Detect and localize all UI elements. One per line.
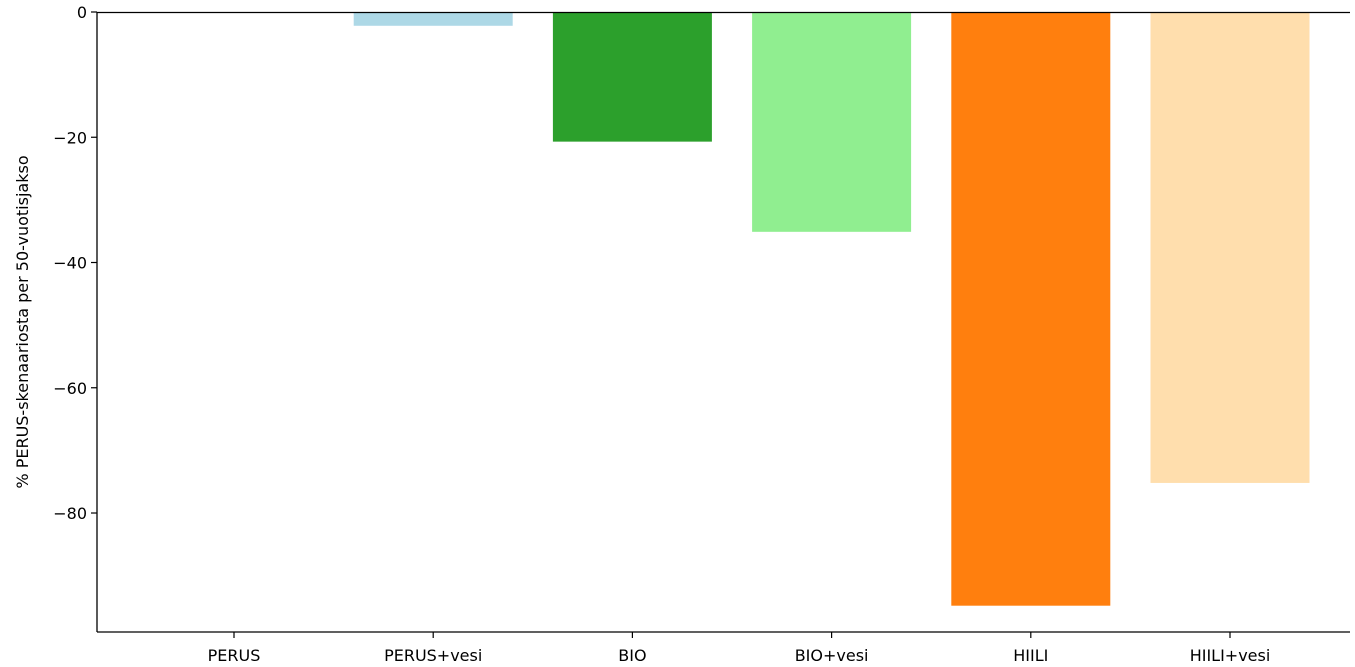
bar-bio	[552, 12, 712, 142]
bars-group	[353, 12, 1310, 606]
bar-bio-vesi	[752, 12, 912, 232]
bar-perus-vesi	[353, 12, 513, 26]
x-tick-label: BIO	[618, 646, 646, 665]
x-tick-label: PERUS+vesi	[384, 646, 482, 665]
axes-group	[96, 11, 1350, 633]
x-tick-label: PERUS	[208, 646, 261, 665]
y-tick-label: 0	[77, 3, 87, 22]
y-tick-label: −40	[53, 254, 87, 273]
bar-hiili-vesi	[1150, 12, 1310, 483]
bar-hiili	[951, 12, 1111, 606]
y-tick-label: −60	[53, 379, 87, 398]
x-tick-label: HIILI	[1013, 646, 1048, 665]
y-tick-label: −20	[53, 128, 87, 147]
y-ticks-group: 0 −20 −40 −60 −80	[53, 3, 97, 523]
x-tick-label: HIILI+vesi	[1190, 646, 1271, 665]
x-ticks-group: PERUS PERUS+vesi BIO BIO+vesi HIILI HIILI+ves…	[208, 632, 1271, 665]
y-tick-label: −80	[53, 504, 87, 523]
x-tick-label: BIO+vesi	[795, 646, 869, 665]
y-axis-label: % PERUS-skenaariosta per 50-vuotisjakso	[13, 155, 32, 488]
